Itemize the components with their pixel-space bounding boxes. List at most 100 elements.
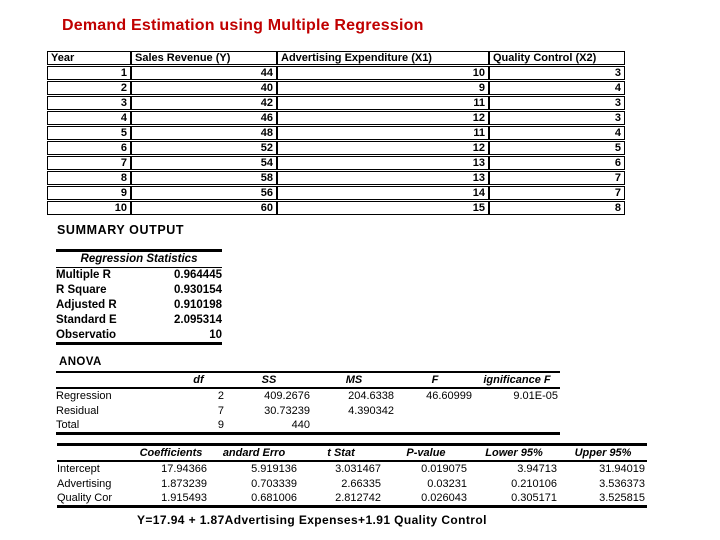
quality-control-cell: 6 xyxy=(489,156,625,170)
advertising-expenditure-cell: 10 xyxy=(277,66,489,80)
coefficients-header-row: Coefficients andard Erro t Stat P-value … xyxy=(57,443,647,462)
data-table-row: 4 46 12 3 xyxy=(47,111,625,125)
coef-standard-error-cell: 5.919136 xyxy=(251,463,297,475)
regression-statistics-header-row: Regression Statistics xyxy=(56,249,222,268)
coef-row-label: Intercept xyxy=(57,463,100,475)
data-table-row: 5 48 11 4 xyxy=(47,126,625,140)
coef-t-stat-cell: 3.031467 xyxy=(335,463,381,475)
year-cell: 6 xyxy=(47,141,131,155)
coef-p-value-cell: 0.019075 xyxy=(421,463,467,475)
coef-header-t-stat: t Stat xyxy=(299,443,383,462)
coefficients-row: Quality Cor 1.915493 0.681006 2.812742 0… xyxy=(57,491,647,508)
anova-row: Residual 7 30.73239 4.390342 xyxy=(56,403,560,418)
anova-label: ANOVA xyxy=(59,356,102,368)
anova-significance-cell: 9.01E-05 xyxy=(513,390,558,402)
anova-row: Regression 2 409.2676 204.6338 46.60999 … xyxy=(56,388,560,403)
coef-lower-95-cell: 3.94713 xyxy=(517,463,557,475)
data-table-header-row: Year Sales Revenue (Y) Advertising Expen… xyxy=(47,51,625,65)
quality-control-cell: 3 xyxy=(489,96,625,110)
sales-revenue-cell: 44 xyxy=(131,66,277,80)
data-table-row: 7 54 13 6 xyxy=(47,156,625,170)
data-table-row: 6 52 12 5 xyxy=(47,141,625,155)
coef-coefficient-cell: 17.94366 xyxy=(161,463,207,475)
sales-revenue-cell: 40 xyxy=(131,81,277,95)
data-table-row: 10 60 15 8 xyxy=(47,201,625,215)
coefficients-row: Advertising 1.873239 0.703339 2.66335 0.… xyxy=(57,476,647,491)
statistic-value: 2.095314 xyxy=(174,314,222,326)
quality-control-cell: 3 xyxy=(489,66,625,80)
statistic-label: R Square xyxy=(56,284,107,296)
coef-t-stat-cell: 2.812742 xyxy=(299,491,383,508)
coef-header-lower-95: Lower 95% xyxy=(469,443,559,462)
year-cell: 2 xyxy=(47,81,131,95)
column-header-quality-control: Quality Control (X2) xyxy=(489,51,625,65)
coef-row-label: Quality Cor xyxy=(57,491,133,508)
coef-upper-95-cell: 3.525815 xyxy=(559,491,647,508)
anova-significance-cell xyxy=(474,418,560,435)
regression-statistics-table: Regression Statistics Multiple R 0.96444… xyxy=(56,249,222,345)
column-header-year: Year xyxy=(47,51,131,65)
anova-df-cell: 2 xyxy=(217,390,224,402)
regression-statistic-row: Adjusted R 0.910198 xyxy=(56,298,222,313)
coef-row-label: Advertising xyxy=(57,477,112,490)
anova-ms-cell xyxy=(312,418,396,435)
year-cell: 8 xyxy=(47,171,131,185)
anova-significance-cell xyxy=(474,403,560,418)
year-cell: 1 xyxy=(47,66,131,80)
data-table-row: 1 44 10 3 xyxy=(47,66,625,80)
regression-statistic-row: Observatio 10 xyxy=(56,327,222,345)
advertising-expenditure-cell: 11 xyxy=(277,126,489,140)
regression-equation: Y=17.94 + 1.87Advertising Expenses+1.91 … xyxy=(137,513,487,527)
data-table-row: 2 40 9 4 xyxy=(47,81,625,95)
regression-statistic-row: R Square 0.930154 xyxy=(56,283,222,298)
data-table-row: 9 56 14 7 xyxy=(47,186,625,200)
sales-revenue-cell: 54 xyxy=(131,156,277,170)
sales-revenue-cell: 60 xyxy=(131,201,277,215)
anova-row: Total 9 440 xyxy=(56,418,560,435)
statistic-value: 10 xyxy=(159,327,222,345)
regression-statistic-row: Multiple R 0.964445 xyxy=(56,268,222,283)
summary-output-label: SUMMARY OUTPUT xyxy=(57,223,185,237)
coef-header-p-value: P-value xyxy=(383,443,469,462)
page-title: Demand Estimation using Multiple Regress… xyxy=(62,17,424,34)
data-table-row: 8 58 13 7 xyxy=(47,171,625,185)
year-cell: 5 xyxy=(47,126,131,140)
coef-upper-95-cell: 3.536373 xyxy=(599,477,645,490)
sales-revenue-cell: 52 xyxy=(131,141,277,155)
anova-f-cell xyxy=(396,403,474,418)
coef-coefficient-cell: 1.873239 xyxy=(161,477,207,490)
coef-header-blank xyxy=(57,443,133,462)
quality-control-cell: 8 xyxy=(489,201,625,215)
sales-revenue-cell: 42 xyxy=(131,96,277,110)
sales-revenue-cell: 48 xyxy=(131,126,277,140)
statistic-value: 0.930154 xyxy=(174,284,222,296)
data-table-row: 3 42 11 3 xyxy=(47,96,625,110)
anova-ss-cell: 440 xyxy=(226,418,312,435)
anova-row-label: Residual xyxy=(56,404,99,417)
statistic-value: 0.964445 xyxy=(174,269,222,282)
anova-ms-cell: 4.390342 xyxy=(348,404,394,417)
statistic-label: Multiple R xyxy=(56,269,111,282)
anova-header-df: df xyxy=(171,371,226,389)
sales-revenue-cell: 58 xyxy=(131,171,277,185)
anova-df-cell: 9 xyxy=(171,418,226,435)
anova-ss-cell: 409.2676 xyxy=(264,390,310,402)
column-header-advertising-expenditure: Advertising Expenditure (X1) xyxy=(277,51,489,65)
regression-statistic-row: Standard E 2.095314 xyxy=(56,313,222,328)
statistic-label: Standard E xyxy=(56,314,117,326)
advertising-expenditure-cell: 9 xyxy=(277,81,489,95)
demand-data-table: Year Sales Revenue (Y) Advertising Expen… xyxy=(47,50,625,216)
advertising-expenditure-cell: 12 xyxy=(277,141,489,155)
quality-control-cell: 5 xyxy=(489,141,625,155)
coef-p-value-cell: 0.03231 xyxy=(427,477,467,490)
coef-standard-error-cell: 0.703339 xyxy=(251,477,297,490)
coef-header-upper-95: Upper 95% xyxy=(559,443,647,462)
coef-upper-95-cell: 31.94019 xyxy=(599,463,645,475)
anova-header-row: df SS MS F ignificance F xyxy=(56,371,560,389)
sales-revenue-cell: 46 xyxy=(131,111,277,125)
coef-coefficient-cell: 1.915493 xyxy=(133,491,209,508)
coef-p-value-cell: 0.026043 xyxy=(383,491,469,508)
anova-f-cell xyxy=(396,418,474,435)
quality-control-cell: 3 xyxy=(489,111,625,125)
quality-control-cell: 4 xyxy=(489,81,625,95)
